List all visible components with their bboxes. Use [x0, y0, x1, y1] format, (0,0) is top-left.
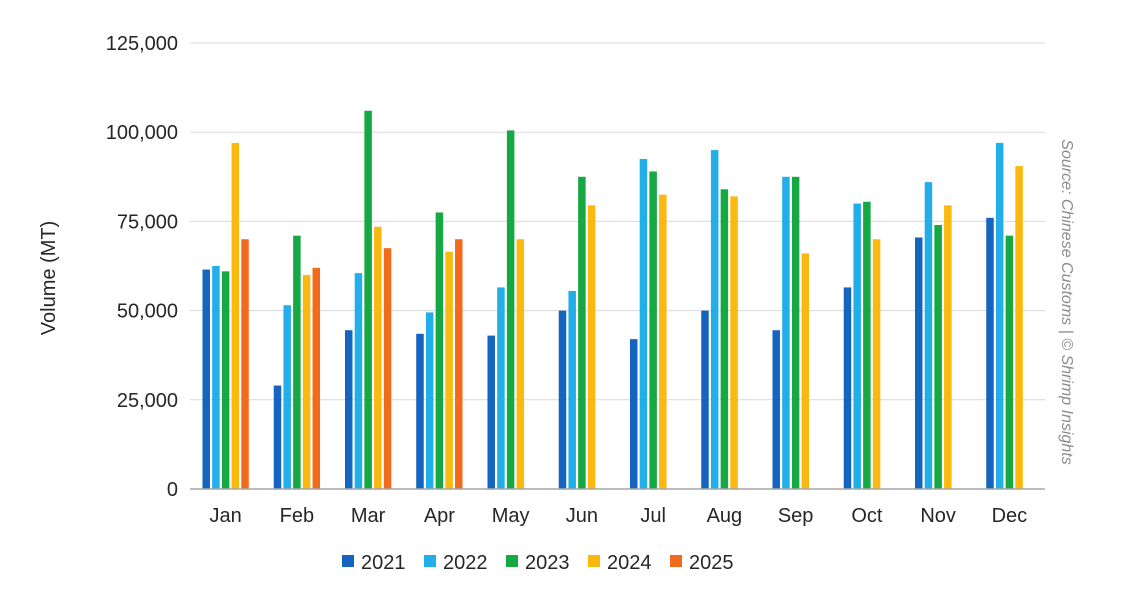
bar-2025-feb — [312, 267, 321, 489]
legend-swatch — [670, 555, 682, 567]
bar-2024-mar — [374, 226, 382, 489]
bar-2023-sep — [791, 176, 800, 490]
bar-2023-dec — [1005, 235, 1014, 489]
bar-2024-oct — [872, 239, 881, 489]
x-tick-label: Jul — [640, 505, 666, 527]
bar-2024-jan — [231, 142, 240, 489]
bar-2025-jan — [241, 239, 249, 489]
bar-2023-jan — [221, 271, 230, 489]
x-tick-label: Dec — [992, 505, 1028, 527]
bar-2025-apr — [455, 239, 463, 489]
bar-2024-may — [516, 239, 525, 489]
bar-2024-aug — [730, 196, 738, 490]
bar-2022-jan — [212, 266, 220, 489]
bar-2021-jul — [629, 339, 638, 489]
x-tick-label: Sep — [778, 505, 814, 527]
bar-2024-jul — [659, 194, 667, 489]
legend-swatch — [342, 555, 354, 567]
legend-item-2024: 2024 — [588, 552, 652, 574]
x-tick-label: Jun — [566, 505, 598, 527]
bar-2024-sep — [801, 253, 810, 489]
x-tick-label: Nov — [920, 505, 956, 527]
legend-item-2025: 2025 — [670, 552, 734, 574]
legend-item-2021: 2021 — [342, 552, 406, 574]
bar-2022-feb — [283, 305, 291, 489]
bar-2022-oct — [853, 203, 861, 489]
bar-2023-apr — [435, 212, 444, 490]
bar-2022-mar — [354, 273, 363, 489]
y-tick-label: 0 — [167, 479, 178, 501]
bar-2022-may — [497, 287, 505, 489]
bar-2022-jul — [639, 158, 648, 489]
bar-2021-jun — [558, 310, 567, 489]
legend-label: 2024 — [607, 552, 652, 574]
x-tick-label: Feb — [280, 505, 314, 527]
bar-2021-oct — [843, 287, 852, 489]
legend-swatch — [424, 555, 436, 567]
bar-2024-apr — [445, 251, 453, 489]
y-axis-ticks: 0 25,000 50,000 75,000 100,000 125,000 — [106, 33, 178, 501]
bar-2023-jun — [578, 176, 586, 490]
bar-2022-apr — [425, 312, 434, 489]
y-tick-label: 100,000 — [106, 122, 178, 144]
gridlines — [190, 42, 1045, 401]
y-tick-label: 125,000 — [106, 33, 178, 55]
bar-2021-mar — [344, 330, 353, 489]
bar-2024-jun — [587, 205, 596, 489]
bar-2024-dec — [1015, 166, 1023, 489]
legend: 2021 2022 2023 2024 2025 — [342, 552, 734, 574]
legend-label: 2025 — [689, 552, 734, 574]
source-note: Source: Chinese Customs | © Shrimp Insig… — [1058, 139, 1075, 464]
bar-2023-feb — [293, 235, 301, 489]
bar-2021-jan — [202, 269, 210, 489]
bars — [202, 110, 1023, 490]
bar-2022-dec — [995, 142, 1004, 489]
bar-2022-aug — [710, 150, 719, 490]
y-tick-label: 25,000 — [117, 390, 178, 412]
bar-2021-aug — [701, 310, 709, 489]
y-tick-label: 50,000 — [117, 301, 178, 323]
bar-2023-jul — [649, 171, 657, 489]
y-axis-label: Volume (MT) — [38, 221, 60, 335]
legend-item-2022: 2022 — [424, 552, 488, 574]
y-tick-label: 75,000 — [117, 211, 178, 233]
bar-2025-mar — [383, 248, 392, 489]
bar-2021-nov — [914, 237, 923, 489]
bar-2021-feb — [273, 385, 282, 489]
bar-2022-nov — [924, 182, 933, 489]
legend-item-2023: 2023 — [506, 552, 570, 574]
x-tick-label: May — [492, 505, 530, 527]
x-tick-label: Jan — [210, 505, 242, 527]
legend-label: 2023 — [525, 552, 570, 574]
legend-swatch — [588, 555, 600, 567]
bar-2021-sep — [772, 330, 780, 489]
bar-2024-feb — [302, 274, 311, 489]
bar-2021-dec — [986, 217, 994, 489]
bar-2023-nov — [934, 224, 942, 489]
bar-2022-jun — [568, 290, 576, 489]
bar-2021-apr — [416, 333, 424, 489]
legend-swatch — [506, 555, 518, 567]
bar-2024-nov — [944, 205, 952, 489]
bar-2021-may — [487, 335, 495, 489]
x-tick-label: Oct — [851, 505, 883, 527]
bar-2023-oct — [863, 201, 871, 489]
x-axis-ticks: Jan Feb Mar Apr May Jun Jul Aug Sep Oct Nov Dec — [210, 505, 1028, 527]
bar-2023-mar — [364, 110, 372, 489]
x-tick-label: Apr — [424, 505, 455, 527]
bar-2023-aug — [720, 189, 729, 490]
bar-2023-may — [506, 130, 515, 490]
bar-2022-sep — [782, 176, 790, 490]
legend-label: 2021 — [361, 552, 406, 574]
legend-label: 2022 — [443, 552, 488, 574]
x-tick-label: Aug — [707, 505, 743, 527]
x-tick-label: Mar — [351, 505, 386, 527]
